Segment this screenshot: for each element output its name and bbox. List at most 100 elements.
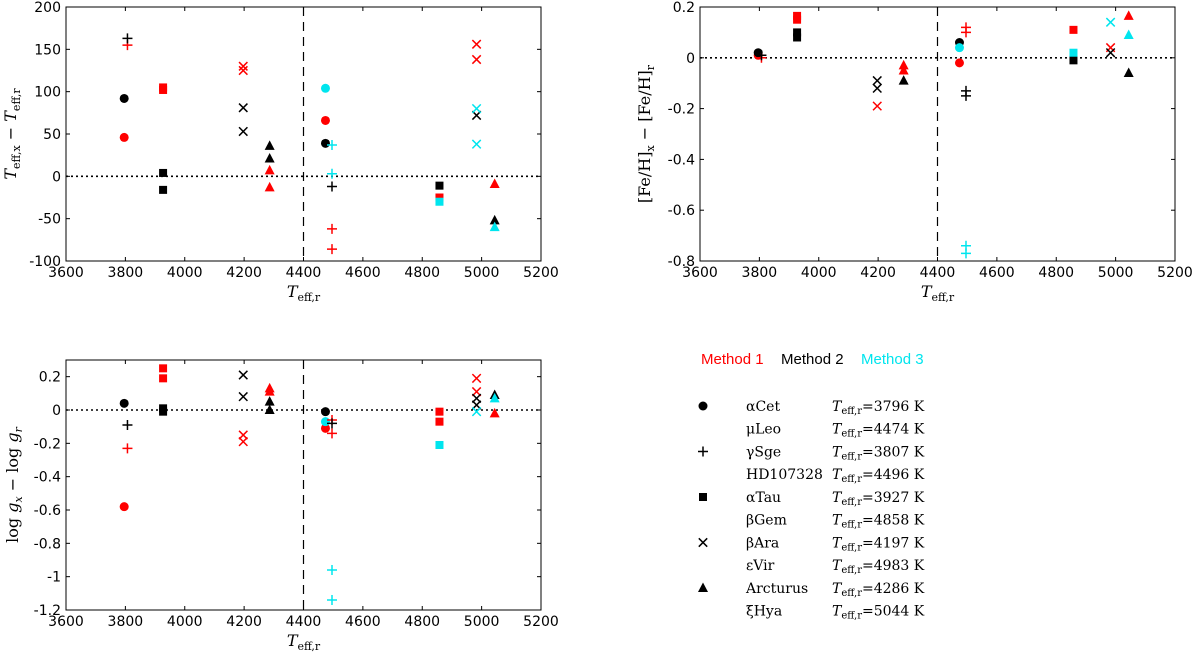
legend-star-name: εVir: [746, 558, 775, 574]
legend-teff-symbol: T: [832, 445, 843, 461]
legend-star-name: ξHya: [746, 604, 782, 620]
legend-marker-x: [698, 537, 708, 548]
x-tick-label: 4000: [801, 265, 837, 281]
legend-teff-eq: =: [862, 536, 874, 552]
data-point-circle: [320, 423, 330, 433]
data-point-square: [159, 374, 168, 383]
legend-teff-eq: =: [862, 581, 874, 597]
legend-teff-sub: eff,r: [841, 497, 862, 508]
data-point-square: [159, 407, 168, 416]
legend-teff-unit: K: [914, 558, 925, 574]
data-point-plus: [327, 418, 337, 429]
x-axis-label-main: T: [287, 282, 299, 301]
x-tick-label: 4400: [286, 614, 322, 630]
data-point-plus: [756, 50, 767, 61]
data-point-x: [471, 406, 482, 417]
data-point-square: [435, 193, 444, 202]
x-axis-label-sub: eff,r: [931, 291, 954, 304]
y-tick-label: 0: [52, 403, 61, 419]
data-point-square: [435, 197, 444, 206]
data-point-triangle: [1123, 10, 1134, 20]
legend-teff-unit: K: [914, 422, 925, 438]
legend-teff-sub: eff,r: [841, 406, 862, 417]
legend-teff-eq: =: [862, 558, 874, 574]
y-label-part: eff,x: [10, 145, 23, 169]
legend-teff-value: 4286: [874, 581, 910, 597]
legend: Method 1 Method 2 Method 3 αCet Teff,r=3796 …: [698, 351, 925, 622]
data-point-square: [159, 364, 168, 373]
legend-star-name: αTau: [746, 490, 781, 506]
legend-teff-value: 3927: [874, 490, 910, 506]
x-tick-label: 3800: [108, 265, 144, 281]
legend-teff-eq: =: [862, 467, 874, 483]
y-tick-label: -1: [47, 570, 61, 586]
legend-teff-symbol: T: [832, 399, 843, 415]
data-point-triangle: [1123, 67, 1134, 78]
legend-method-3: Method 3: [861, 351, 924, 368]
data-point-square: [793, 28, 802, 37]
data-point-circle: [119, 398, 129, 408]
y-tick-label: -1.2: [34, 603, 61, 619]
x-tick-label: 4000: [167, 265, 203, 281]
legend-teff-symbol: T: [832, 536, 843, 552]
data-point-plus: [122, 443, 133, 454]
legend-star-name: βGem: [746, 513, 787, 529]
y-label-part: r: [644, 64, 657, 70]
x-tick-label: 5200: [523, 265, 559, 281]
x-axis-label: Teff,r: [287, 631, 321, 653]
data-point-circle: [119, 132, 129, 142]
x-tick-label: 5200: [523, 614, 559, 630]
data-point-x: [238, 370, 248, 380]
x-tick-label: 5000: [464, 265, 500, 281]
legend-teff-eq: =: [862, 513, 874, 529]
y-tick-label: 0: [686, 51, 695, 67]
legend-teff-sub: eff,r: [841, 543, 862, 554]
data-point-plus: [327, 595, 337, 605]
data-point-x: [471, 400, 482, 410]
data-point-circle: [320, 417, 330, 427]
legend-teff-b: Teff,r=4858 K: [832, 513, 925, 531]
data-point-plus: [327, 181, 337, 192]
legend-teff-a: Teff,r=3796 K: [832, 399, 925, 417]
y-tick-label: -0.8: [668, 254, 695, 270]
data-point-x: [471, 103, 482, 114]
data-point-circle: [954, 43, 964, 53]
x-tick-label: 4200: [226, 614, 262, 630]
x-tick-label: 5000: [1098, 265, 1134, 281]
data-point-square: [1069, 56, 1078, 65]
data-point-square: [793, 11, 802, 20]
chart-feh: 3600 3800 4000 4200 4400 4600 4800 5000 5200 -0.8…: [635, 0, 1193, 304]
legend-teff-b: Teff,r=4983 K: [832, 558, 925, 576]
y-label-part: − [Fe/H]: [635, 70, 654, 145]
data-point-circle: [320, 115, 330, 125]
y-tick-label: -0.6: [34, 503, 61, 519]
y-label-part: r: [12, 426, 25, 432]
data-point-triangle: [489, 178, 500, 188]
data-point-square: [1069, 25, 1078, 34]
x-tick-label: 3800: [742, 265, 778, 281]
x-axis-label: Teff,r: [287, 282, 321, 304]
legend-teff-unit: K: [914, 581, 925, 597]
y-label-part: x: [12, 496, 25, 503]
data-point-square: [793, 33, 802, 42]
data-point-plus: [122, 420, 133, 430]
chart-logg: 3600 3800 4000 4200 4400 4600 4800 5000 5200 -1.2…: [3, 359, 559, 653]
data-point-triangle: [489, 221, 500, 232]
legend-star-name: βAra: [746, 536, 779, 552]
x-tick-label: 3800: [108, 614, 144, 630]
data-point-triangle: [489, 392, 500, 403]
chart-teff: 3600 3800 4000 4200 4400 4600 4800 5000 5200 -100…: [1, 0, 559, 304]
x-axis-label: Teff,r: [921, 282, 955, 304]
data-point-x: [471, 39, 482, 49]
data-point-plus: [327, 140, 337, 151]
y-tick-label: 100: [34, 85, 61, 101]
y-axis-label: [Fe/H]x − [Fe/H]r: [635, 64, 657, 203]
legend-star-name: Arcturus: [745, 581, 808, 597]
data-point-x: [238, 391, 248, 402]
data-point-square: [435, 417, 444, 426]
y-axis-label: log gx − log gr: [3, 426, 25, 542]
y-tick-label: -0.8: [34, 536, 61, 552]
data-point-square: [159, 168, 168, 177]
